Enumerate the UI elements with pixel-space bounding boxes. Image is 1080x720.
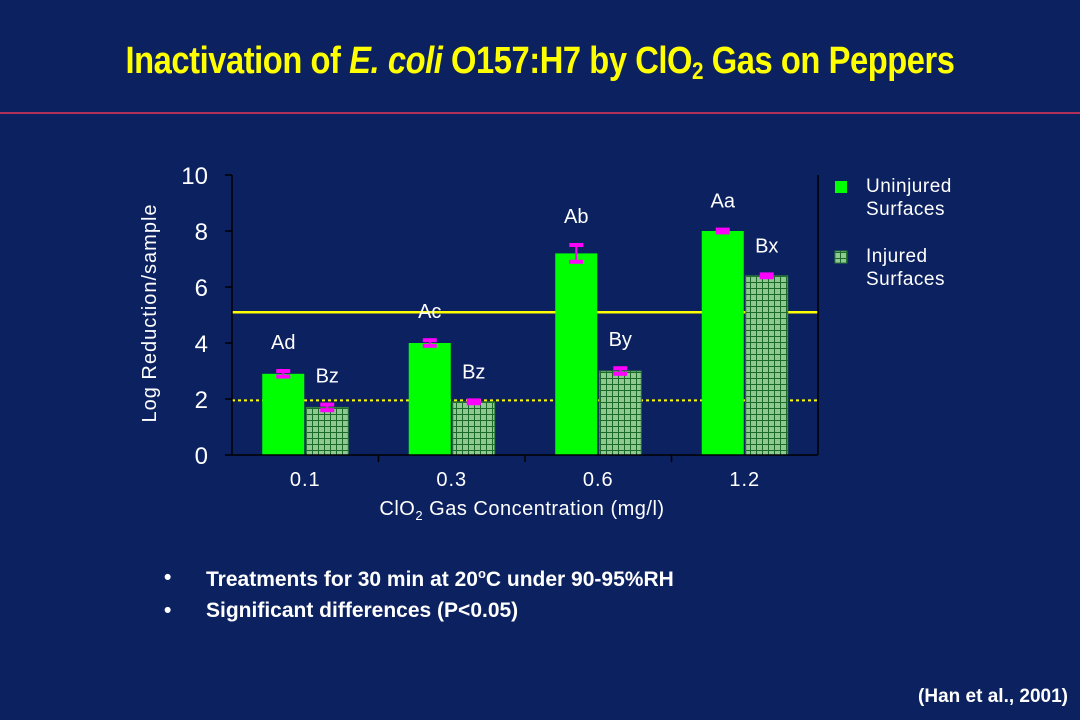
bar-injured (305, 406, 349, 456)
bullet-text-1a: Treatments for 30 min at 20 (206, 568, 478, 591)
error-cap (466, 401, 481, 406)
y-axis-ticks: 0 2 4 6 8 10 (181, 163, 232, 470)
error-cap (466, 398, 481, 403)
legend-label: Injured Surfaces (866, 246, 945, 290)
bullet-list: • Treatments for 30 min at 20oC under 90-… (160, 566, 674, 632)
x-axis-label: ClO2 Gas Concentration (mg/l) (379, 498, 664, 523)
bar-uninjured (555, 253, 598, 455)
significance-label: Bz (462, 361, 485, 383)
significance-label: Ac (418, 301, 441, 323)
citation: (Han et al., 2001) (918, 686, 1068, 707)
x-tick-label: 1.2 (729, 469, 760, 491)
degree-sup: o (477, 566, 486, 581)
x-tick-label: 0.1 (290, 469, 321, 491)
y-tick-label: 8 (195, 219, 208, 246)
title-text-1: Inactivation of (125, 40, 350, 82)
title-subscript: 2 (692, 58, 704, 85)
legend: Uninjured Surfaces Injured Surfaces (834, 176, 952, 290)
bar-injured (452, 401, 496, 456)
bar-labels: Ad Ac Ab Aa Bz Bz By Bx (271, 191, 778, 388)
bar-injured (598, 370, 642, 456)
bullet-marker: • (164, 566, 172, 589)
y-tick-label: 0 (195, 443, 208, 470)
bullet-text-1b: C under 90-95%RH (485, 568, 674, 591)
title-divider (0, 112, 1080, 114)
significance-label: By (609, 329, 632, 351)
error-cap (759, 272, 774, 277)
bullet-item: • Significant differences (P<0.05) (160, 599, 674, 632)
error-cap (320, 408, 335, 413)
bullet-marker: • (164, 599, 172, 622)
significance-label: Ad (271, 332, 295, 354)
x-tick-label: 0.3 (436, 469, 467, 491)
error-cap (276, 369, 291, 373)
x-tick-label: 0.6 (583, 469, 614, 491)
error-cap (320, 402, 335, 407)
error-bars (276, 227, 774, 413)
x-axis-ticks: 0.1 0.3 0.6 1.2 (290, 455, 760, 491)
error-cap (715, 230, 730, 235)
error-cap (422, 338, 437, 343)
title-text-2: O157:H7 by ClO (442, 40, 693, 82)
error-cap (715, 227, 730, 232)
y-tick-label: 4 (195, 331, 208, 358)
error-cap (613, 371, 628, 376)
bullet-text-2: Significant differences (P<0.05) (206, 599, 519, 622)
bar-uninjured (408, 343, 451, 455)
y-tick-label: 6 (195, 275, 208, 302)
title-text-3: Gas on Peppers (703, 40, 955, 82)
error-cap (569, 259, 584, 264)
slide-title: Inactivation of E. coli O157:H7 by ClO2 … (76, 40, 1005, 85)
bar-chart: Ad Ac Ab Aa Bz Bz By Bx 0 2 4 6 8 10 0.1 0.3 0.6 1.2 Lo… (139, 163, 952, 523)
significance-label: Bz (316, 366, 339, 388)
bar-injured (745, 275, 789, 456)
significance-label: Ab (564, 206, 588, 228)
significance-label: Bx (755, 235, 778, 257)
legend-swatch-injured (834, 250, 848, 264)
error-cap (759, 275, 774, 280)
y-axis-label: Log Reduction/sample (139, 203, 161, 422)
y-tick-label: 10 (181, 163, 208, 190)
bars (262, 231, 789, 456)
legend-swatch-uninjured (835, 181, 847, 193)
bar-uninjured (701, 231, 744, 455)
y-tick-label: 2 (195, 387, 208, 414)
error-cap (613, 366, 628, 371)
bar-uninjured (262, 373, 305, 455)
legend-label: Uninjured Surfaces (866, 176, 952, 220)
title-organism: E. coli (349, 40, 443, 82)
bullet-item: • Treatments for 30 min at 20oC under 90-… (160, 566, 674, 599)
significance-label: Aa (711, 191, 736, 213)
error-cap (569, 243, 584, 247)
error-cap (422, 343, 437, 348)
error-cap (276, 374, 291, 379)
